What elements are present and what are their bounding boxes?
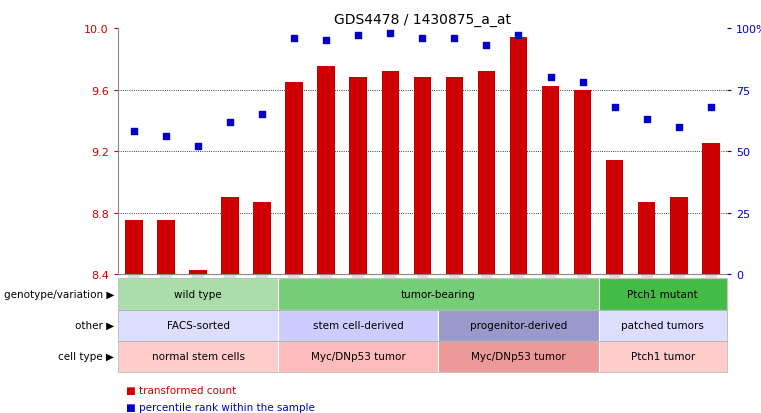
Text: normal stem cells: normal stem cells bbox=[151, 351, 244, 361]
Text: genotype/variation ▶: genotype/variation ▶ bbox=[4, 289, 114, 299]
Point bbox=[288, 36, 301, 42]
Point bbox=[160, 134, 172, 140]
Text: FACS-sorted: FACS-sorted bbox=[167, 320, 230, 330]
Point bbox=[577, 80, 589, 86]
Bar bbox=[413, 78, 431, 275]
Point bbox=[705, 104, 717, 111]
Point bbox=[128, 129, 140, 135]
Point bbox=[544, 75, 556, 81]
Text: Myc/DNp53 tumor: Myc/DNp53 tumor bbox=[311, 351, 406, 361]
Title: GDS4478 / 1430875_a_at: GDS4478 / 1430875_a_at bbox=[334, 12, 511, 26]
Text: stem cell-derived: stem cell-derived bbox=[313, 320, 403, 330]
Point bbox=[609, 104, 621, 111]
Bar bbox=[381, 72, 399, 275]
Bar bbox=[285, 83, 303, 275]
Text: Myc/DNp53 tumor: Myc/DNp53 tumor bbox=[471, 351, 566, 361]
Text: ■ percentile rank within the sample: ■ percentile rank within the sample bbox=[126, 402, 314, 412]
Bar bbox=[253, 202, 271, 275]
Point bbox=[192, 144, 204, 150]
Bar bbox=[317, 67, 335, 275]
Text: cell type ▶: cell type ▶ bbox=[59, 351, 114, 361]
Bar bbox=[510, 38, 527, 275]
Point bbox=[416, 36, 428, 42]
Text: tumor-bearing: tumor-bearing bbox=[401, 289, 476, 299]
Bar bbox=[574, 90, 591, 275]
Bar bbox=[221, 198, 239, 275]
Bar bbox=[478, 72, 495, 275]
Text: wild type: wild type bbox=[174, 289, 222, 299]
Bar bbox=[158, 221, 175, 275]
Point bbox=[512, 33, 524, 40]
Point bbox=[256, 112, 268, 118]
Bar bbox=[670, 198, 687, 275]
Text: progenitor-derived: progenitor-derived bbox=[470, 320, 567, 330]
Bar bbox=[638, 202, 655, 275]
Bar bbox=[125, 221, 143, 275]
Point bbox=[448, 36, 460, 42]
Point bbox=[352, 33, 365, 40]
Bar bbox=[542, 87, 559, 275]
Point bbox=[384, 31, 396, 37]
Text: patched tumors: patched tumors bbox=[621, 320, 704, 330]
Text: ■ transformed count: ■ transformed count bbox=[126, 385, 236, 395]
Bar bbox=[606, 161, 623, 275]
Bar bbox=[189, 270, 207, 275]
Text: other ▶: other ▶ bbox=[75, 320, 114, 330]
Point bbox=[224, 119, 236, 126]
Point bbox=[673, 124, 685, 131]
Text: Ptch1 tumor: Ptch1 tumor bbox=[631, 351, 695, 361]
Point bbox=[480, 43, 492, 50]
Bar bbox=[446, 78, 463, 275]
Text: Ptch1 mutant: Ptch1 mutant bbox=[627, 289, 698, 299]
Bar bbox=[702, 144, 720, 275]
Point bbox=[641, 116, 653, 123]
Point bbox=[320, 38, 333, 45]
Bar bbox=[349, 78, 367, 275]
